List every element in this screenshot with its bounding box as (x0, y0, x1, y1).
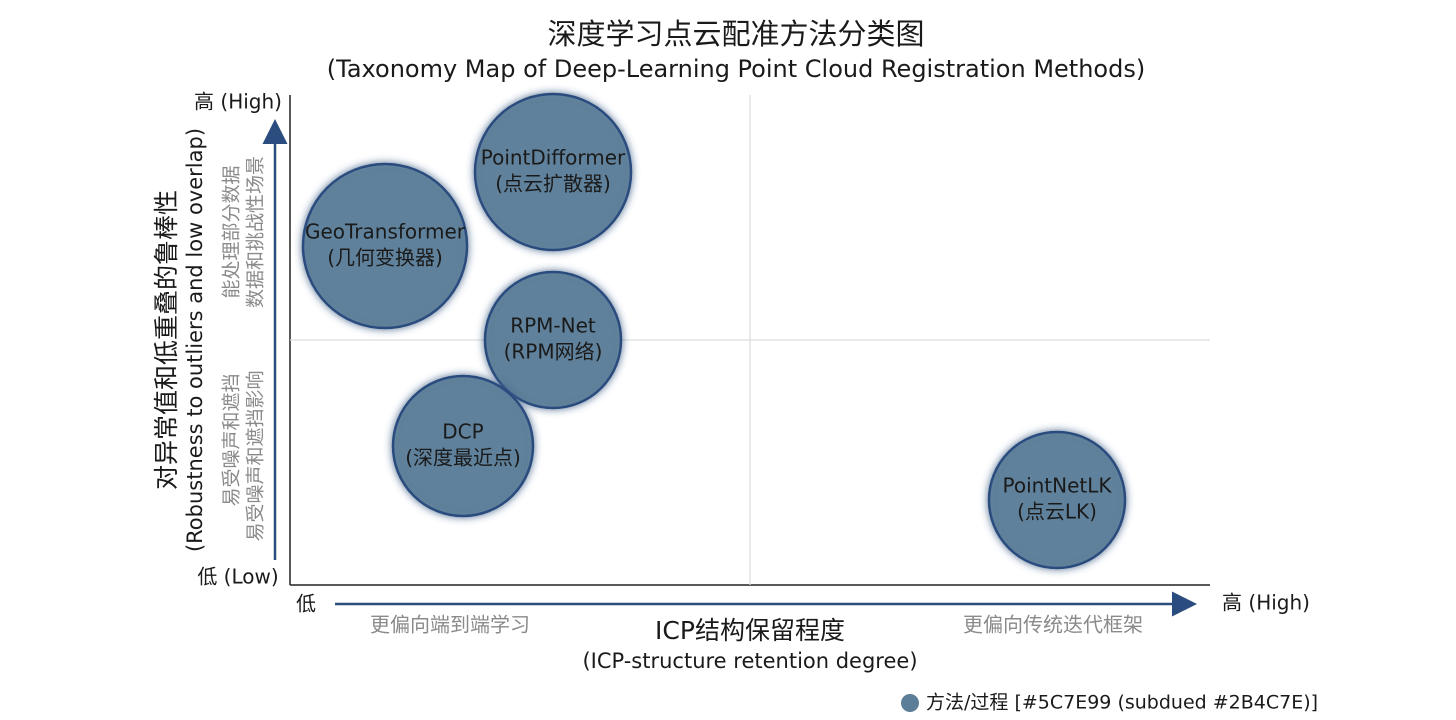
x-note: 更偏向传统迭代框架 (963, 613, 1143, 637)
method-name: PointNetLK (1002, 474, 1112, 498)
y-note: 能处理部分数据 (221, 165, 243, 298)
method-name: RPM-Net (510, 314, 596, 338)
x-title: ICP结构保留程度 (655, 616, 845, 645)
method-label: (几何变换器) (327, 246, 443, 270)
method-bubble (391, 374, 535, 518)
method-bubble (987, 430, 1127, 570)
method-bubble (473, 92, 633, 252)
method-label: (RPM网络) (504, 340, 603, 364)
title: 深度学习点云配准方法分类图 (547, 17, 924, 51)
x-note: 更偏向端到端学习 (370, 613, 530, 637)
method-name: GeoTransformer (305, 220, 466, 244)
method-label: (深度最近点) (405, 446, 521, 470)
method-label: (点云LK) (1017, 500, 1097, 524)
y-subtitle: (Robustness to outliers and low overlap) (183, 128, 207, 552)
y-high: 高 (High) (194, 90, 282, 114)
legend-label: 方法/过程 [#5C7E99 (subdued #2B4C7E)] (926, 692, 1318, 714)
x-high: 高 (High) (1222, 591, 1310, 615)
x-low: 低 (296, 592, 316, 616)
y-note: 易受噪声和遮挡影响 (245, 370, 267, 541)
x-subtitle: (ICP-structure retention degree) (582, 649, 917, 673)
legend-swatch (901, 694, 919, 712)
method-name: PointDifformer (481, 146, 626, 170)
y-note: 易受噪声和遮挡 (221, 373, 243, 506)
method-bubble (483, 270, 623, 410)
y-low: 低 (Low) (197, 565, 278, 589)
subtitle: (Taxonomy Map of Deep-Learning Point Clo… (327, 55, 1145, 83)
method-label: (点云扩散器) (495, 172, 611, 196)
y-note: 数据和挑战性场景 (245, 156, 267, 308)
method-bubble (301, 162, 469, 330)
y-title: 对异常值和低重叠的鲁棒性 (152, 190, 181, 490)
method-name: DCP (442, 420, 483, 444)
